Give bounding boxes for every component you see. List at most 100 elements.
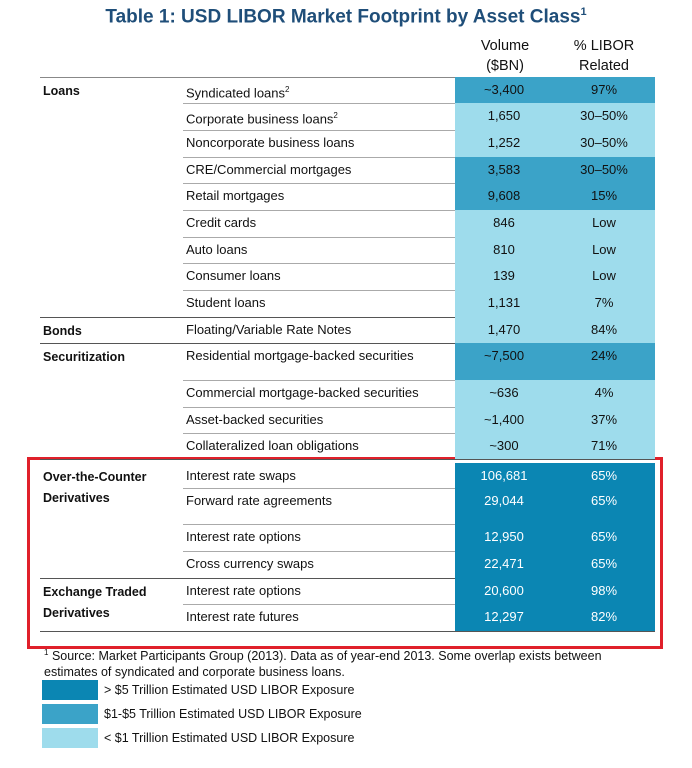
group-label: Bonds (43, 324, 82, 338)
pct: 15% (590, 188, 618, 203)
rule (183, 130, 655, 131)
pct: 65% (590, 468, 618, 483)
item: Cross currency swaps (186, 556, 314, 571)
pct: 65% (590, 529, 618, 544)
volume: 9,608 (487, 188, 521, 203)
item-note: 2 (285, 85, 290, 94)
volume-cell (455, 103, 553, 130)
rule (183, 433, 655, 434)
rule (183, 237, 655, 238)
rule (183, 263, 655, 264)
legend-swatch (42, 704, 98, 724)
item: Interest rate swaps (186, 468, 296, 483)
legend-label: < $1 Trillion Estimated USD LIBOR Exposu… (104, 731, 355, 745)
pct: 30–50% (580, 108, 628, 123)
pct-cell (553, 380, 655, 407)
item: Student loans (186, 295, 266, 310)
pct-header: % LIBOR Related (553, 36, 655, 76)
volume-cell (455, 263, 553, 290)
pct-cell (553, 103, 655, 130)
item: Interest rate futures (186, 609, 299, 624)
volume-cell (455, 380, 553, 407)
pct-cell (553, 463, 655, 488)
pct: 82% (590, 609, 618, 624)
header-line: % LIBOR (573, 38, 635, 54)
pct-cell (553, 77, 655, 103)
pct: Low (592, 242, 616, 257)
volume: 20,600 (484, 583, 524, 598)
item: Asset-backed securities (186, 412, 324, 427)
volume-cell (455, 524, 553, 551)
footnote-mark: 1 (44, 648, 49, 657)
item: Consumer loans (186, 268, 281, 283)
pct: 84% (590, 322, 618, 337)
volume: ~636 (489, 385, 519, 400)
title-text: Table 1: USD LIBOR Market Footprint by A… (105, 6, 581, 28)
pct: 7% (594, 295, 614, 310)
volume: 1,131 (487, 295, 521, 310)
volume: 139 (493, 268, 515, 283)
item: Forward rate agreements (186, 493, 332, 508)
volume: 810 (493, 242, 515, 257)
pct-cell (553, 317, 655, 343)
item: Interest rate options (186, 529, 301, 544)
pct-cell (553, 263, 655, 290)
volume: 1,470 (487, 322, 521, 337)
rule (183, 551, 655, 552)
title: Table 1: USD LIBOR Market Footprint by A… (0, 6, 692, 28)
rule (183, 290, 655, 291)
volume-cell (455, 237, 553, 263)
volume: 846 (493, 215, 515, 230)
pct-cell (553, 130, 655, 157)
volume-cell (455, 290, 553, 317)
item: Collateralized loan obligations (186, 438, 359, 453)
pct-cell (553, 524, 655, 551)
pct: 65% (590, 493, 618, 508)
volume-header: Volume ($BN) (455, 36, 555, 76)
legend-swatch (42, 680, 98, 700)
pct-cell (553, 237, 655, 263)
rule (183, 604, 655, 605)
pct-cell (553, 407, 655, 433)
volume: 12,297 (484, 609, 524, 624)
rule (183, 380, 655, 381)
item: Syndicated loans2 (186, 85, 290, 101)
highlight-box (27, 457, 663, 649)
legend-label: > $5 Trillion Estimated USD LIBOR Exposu… (104, 683, 355, 697)
rule (40, 459, 655, 460)
item: Auto loans (186, 242, 248, 257)
pct-cell (553, 157, 655, 183)
group-label: Exchange Traded Derivatives (43, 585, 147, 620)
volume-cell (455, 130, 553, 157)
header-line: Volume (480, 38, 530, 54)
volume: 106,681 (480, 468, 528, 483)
title-note: 1 (580, 6, 587, 18)
rule (40, 631, 655, 632)
volume-cell (455, 463, 553, 488)
rule (183, 488, 655, 489)
pct-cell (553, 578, 655, 604)
pct: 37% (590, 412, 618, 427)
pct: 65% (590, 556, 618, 571)
footnote: 1 Source: Market Participants Group (201… (44, 645, 644, 680)
rule (40, 77, 655, 78)
volume-cell (455, 77, 553, 103)
volume-cell (455, 604, 553, 631)
volume: ~7,500 (483, 348, 525, 363)
rule (40, 578, 655, 579)
pct-cell (553, 210, 655, 237)
volume-cell (455, 343, 553, 380)
volume-cell (455, 317, 553, 343)
volume: 12,950 (484, 529, 524, 544)
item: Corporate business loans2 (186, 111, 338, 127)
legend-label: $1-$5 Trillion Estimated USD LIBOR Expos… (104, 707, 362, 721)
item: Interest rate options (186, 583, 301, 598)
volume: 29,044 (484, 493, 524, 508)
pct-cell (553, 604, 655, 631)
header-line: Related (579, 58, 629, 74)
volume-cell (455, 578, 553, 604)
legend-swatch (42, 728, 98, 748)
pct-cell (553, 551, 655, 578)
pct-cell (553, 488, 655, 524)
